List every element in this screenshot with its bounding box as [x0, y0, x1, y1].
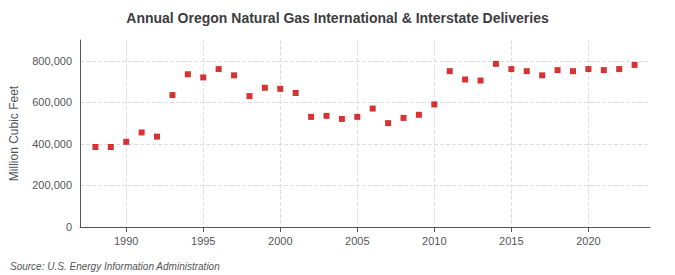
svg-text:400,000: 400,000	[32, 138, 72, 150]
svg-text:1995: 1995	[191, 235, 215, 247]
svg-text:600,000: 600,000	[32, 96, 72, 108]
svg-text:200,000: 200,000	[32, 179, 72, 191]
svg-text:0: 0	[66, 221, 72, 233]
svg-text:2015: 2015	[499, 235, 523, 247]
svg-text:Million Cubic Feet: Million Cubic Feet	[7, 85, 21, 181]
svg-text:800,000: 800,000	[32, 55, 72, 67]
svg-text:Source: U.S. Energy Informatio: Source: U.S. Energy Information Administ…	[10, 261, 220, 272]
svg-text:2005: 2005	[345, 235, 369, 247]
svg-text:1990: 1990	[114, 235, 138, 247]
svg-text:Annual Oregon Natural Gas Inte: Annual Oregon Natural Gas International …	[126, 10, 549, 26]
svg-text:2020: 2020	[576, 235, 600, 247]
svg-text:2000: 2000	[268, 235, 292, 247]
svg-text:2010: 2010	[422, 235, 446, 247]
